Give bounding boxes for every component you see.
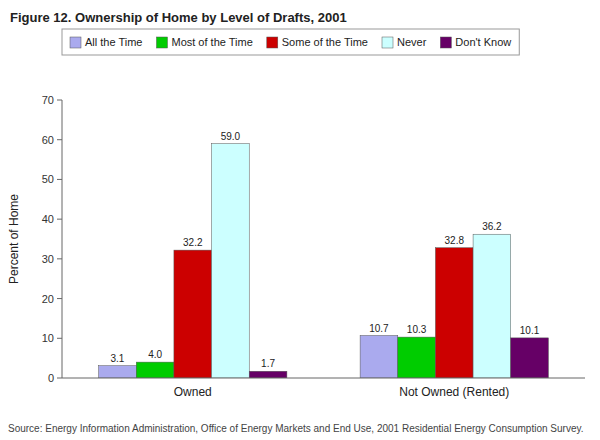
bar bbox=[99, 366, 137, 378]
bar bbox=[360, 336, 398, 378]
y-tick bbox=[57, 338, 62, 339]
y-tick bbox=[57, 258, 62, 259]
bar bbox=[249, 371, 287, 378]
y-tick-label: 0 bbox=[48, 372, 54, 384]
bar bbox=[511, 338, 549, 378]
legend-label: Most of the Time bbox=[171, 36, 252, 48]
legend-label: Some of the Time bbox=[282, 36, 368, 48]
bar bbox=[212, 144, 250, 378]
bar bbox=[435, 248, 473, 378]
data-label: 4.0 bbox=[148, 349, 162, 360]
legend-label: Don't Know bbox=[455, 36, 511, 48]
bar bbox=[473, 234, 511, 378]
data-label: 59.0 bbox=[221, 131, 241, 142]
annotation: Source: Energy Information Administratio… bbox=[8, 423, 583, 434]
bar bbox=[136, 362, 174, 378]
legend-swatch bbox=[440, 37, 451, 48]
x-axis-line bbox=[62, 378, 585, 379]
legend-swatch bbox=[382, 37, 393, 48]
y-axis-line bbox=[62, 100, 63, 378]
y-tick bbox=[57, 100, 62, 101]
chart: Figure 12. Ownership of Home by Level of… bbox=[0, 0, 600, 440]
y-tick-label: 10 bbox=[42, 332, 54, 344]
y-tick bbox=[57, 139, 62, 140]
y-tick bbox=[57, 378, 62, 379]
data-label: 1.7 bbox=[261, 358, 275, 369]
legend-swatch bbox=[267, 37, 278, 48]
data-label: 32.2 bbox=[183, 237, 203, 248]
legend-label: Never bbox=[397, 36, 427, 48]
legend-frame bbox=[62, 29, 519, 55]
y-tick-label: 60 bbox=[42, 134, 54, 146]
data-label: 10.3 bbox=[407, 324, 427, 335]
bars bbox=[99, 144, 549, 378]
x-tick-label: Not Owned (Rented) bbox=[399, 385, 509, 399]
data-label: 36.2 bbox=[482, 221, 502, 232]
data-labels: 3.1 10.7 4.0 10.3 32.2 32.8 59.0 36.2 1.7 10.1 bbox=[110, 131, 539, 370]
y-axis: 0 10 20 30 40 50 60 70 bbox=[42, 94, 62, 384]
title: Figure 12. Ownership of Home by Level of… bbox=[10, 10, 347, 25]
y-tick bbox=[57, 179, 62, 180]
bar bbox=[398, 337, 436, 378]
data-label: 10.7 bbox=[369, 323, 389, 334]
data-label: 3.1 bbox=[110, 353, 124, 364]
y-tick-label: 20 bbox=[42, 293, 54, 305]
data-label: 32.8 bbox=[445, 235, 465, 246]
data-label: 10.1 bbox=[520, 325, 540, 336]
y-axis-label: Percent of Home bbox=[7, 194, 21, 284]
y-tick-label: 50 bbox=[42, 173, 54, 185]
y-tick bbox=[57, 219, 62, 220]
y-tick-label: 40 bbox=[42, 213, 54, 225]
y-tick-label: 70 bbox=[42, 94, 54, 106]
legend-swatch bbox=[70, 37, 81, 48]
legend-label: All the Time bbox=[85, 36, 142, 48]
x-axis: Owned Not Owned (Rented) bbox=[62, 378, 585, 399]
legend-swatch bbox=[156, 37, 167, 48]
y-tick-label: 30 bbox=[42, 253, 54, 265]
x-tick-label: Owned bbox=[174, 385, 212, 399]
legend: All the Time Most of the Time Some of the … bbox=[62, 29, 519, 55]
y-tick bbox=[57, 298, 62, 299]
bar bbox=[174, 250, 212, 378]
